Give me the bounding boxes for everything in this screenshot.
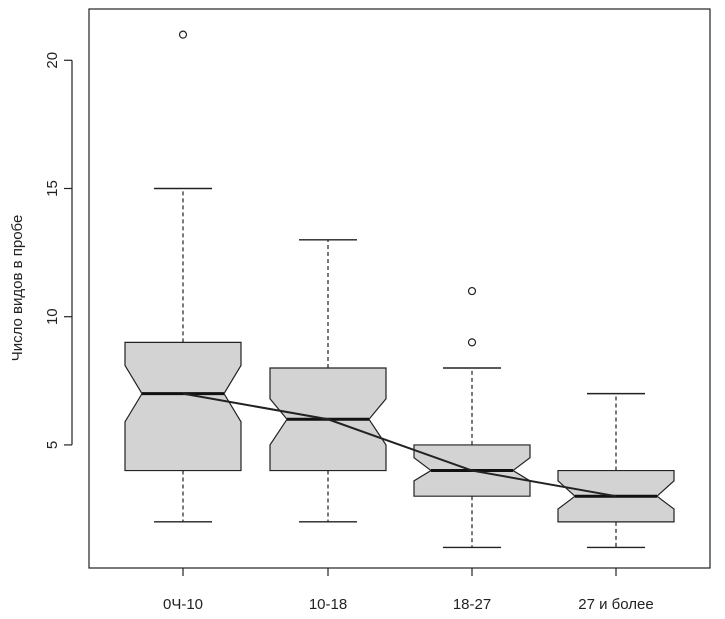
box-3 [413,286,531,549]
box-4 [557,392,675,549]
box-1 [124,30,242,523]
outlier-point [178,30,188,39]
y-axis: 5 10 15 20 [44,52,73,449]
y-tick-label: 20 [44,52,61,69]
boxes-layer [124,30,675,549]
y-tick-label: 5 [44,441,61,449]
box-body [124,341,242,472]
median-trend-line [182,392,617,498]
box-2 [269,239,387,523]
outlier-point [467,286,477,296]
outlier-point [467,338,477,347]
y-tick-label: 15 [44,180,61,197]
plot-frame [88,8,711,569]
x-tick-label: 0Ч-10 [163,596,203,613]
y-tick-label: 10 [44,308,61,325]
x-axis-labels: 0Ч-10 10-18 18-27 27 и более [163,568,654,613]
x-tick-label: 10-18 [309,596,347,613]
trend-layer [182,392,617,498]
x-tick-label: 27 и более [578,596,653,613]
y-axis-title: Число видов в пробе [9,215,26,362]
x-tick-label: 18-27 [453,596,491,613]
